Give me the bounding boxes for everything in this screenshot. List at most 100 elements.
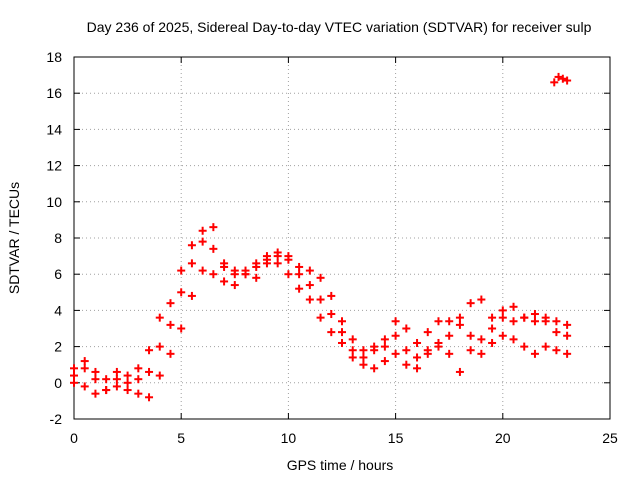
data-point <box>80 364 89 373</box>
y-tick-label: 14 <box>46 121 62 137</box>
data-point <box>112 382 121 391</box>
data-point <box>316 313 325 322</box>
data-point <box>402 324 411 333</box>
data-point <box>102 386 111 395</box>
data-point <box>380 342 389 351</box>
y-tick-labels: -2 0 2 4 6 8 10 12 14 16 18 <box>46 49 62 427</box>
data-point <box>327 291 336 300</box>
y-tick-label: 4 <box>54 302 62 318</box>
data-point <box>455 320 464 329</box>
data-point <box>70 364 78 373</box>
data-point <box>455 313 464 322</box>
data-point <box>509 302 518 311</box>
y-tick-label: 18 <box>46 49 62 65</box>
data-point <box>295 284 304 293</box>
data-point <box>112 375 121 384</box>
x-tick-label: 25 <box>602 430 618 446</box>
data-point <box>241 270 250 279</box>
data-point <box>466 346 475 355</box>
data-point <box>370 364 379 373</box>
data-point <box>530 310 539 319</box>
data-point <box>316 295 325 304</box>
y-tick-label: 10 <box>46 194 62 210</box>
data-points <box>70 72 572 402</box>
data-point <box>530 349 539 358</box>
data-point <box>563 331 572 340</box>
data-point <box>284 270 293 279</box>
data-point <box>498 331 507 340</box>
data-point <box>338 317 346 326</box>
data-point <box>305 281 314 290</box>
data-point <box>466 331 475 340</box>
data-point <box>305 266 314 275</box>
x-tick-label: 5 <box>177 430 185 446</box>
data-point <box>123 386 132 395</box>
data-point <box>112 367 121 376</box>
data-point <box>187 241 196 250</box>
series-late-outlier <box>550 72 572 87</box>
data-point <box>445 317 454 326</box>
data-point <box>198 237 207 246</box>
data-point <box>380 357 389 366</box>
data-point <box>230 266 239 275</box>
y-tick-label: 6 <box>54 266 62 282</box>
data-point <box>220 259 229 268</box>
y-tick-label: 16 <box>46 85 62 101</box>
data-point <box>134 364 143 373</box>
data-point <box>91 389 100 398</box>
chart-title: Day 236 of 2025, Sidereal Day-to-day VTE… <box>87 19 592 35</box>
data-point <box>91 375 100 384</box>
y-axis-label: SDTVAR / TECUs <box>6 182 22 294</box>
data-point <box>209 270 218 279</box>
data-point <box>80 357 89 366</box>
data-point <box>477 349 486 358</box>
data-point <box>338 338 346 347</box>
data-point <box>359 353 368 362</box>
data-point <box>359 346 368 355</box>
data-point <box>145 393 154 402</box>
y-tick-label: 12 <box>46 158 62 174</box>
x-tick-label: 10 <box>281 430 297 446</box>
data-point <box>177 266 186 275</box>
x-axis-label: GPS time / hours <box>287 457 394 473</box>
data-point <box>563 349 572 358</box>
data-point <box>123 378 132 387</box>
data-point <box>166 320 175 329</box>
data-point <box>541 317 550 326</box>
data-point <box>262 255 271 264</box>
data-point <box>220 277 229 286</box>
data-point <box>445 331 454 340</box>
data-point <box>273 259 282 268</box>
data-point <box>273 252 282 261</box>
data-point <box>252 259 261 268</box>
data-point <box>413 338 422 347</box>
data-point <box>563 76 572 85</box>
data-point <box>145 346 154 355</box>
data-point <box>209 244 218 253</box>
data-point <box>488 338 497 347</box>
data-point <box>391 349 400 358</box>
x-tick-label: 0 <box>70 430 78 446</box>
data-point <box>402 360 411 369</box>
data-point <box>155 313 164 322</box>
data-point <box>466 299 475 308</box>
data-point <box>530 317 539 326</box>
y-tick-label: -2 <box>50 411 63 427</box>
data-point <box>413 353 422 362</box>
y-tick-label: 8 <box>54 230 62 246</box>
data-point <box>209 223 218 232</box>
data-point <box>187 259 196 268</box>
data-point <box>166 299 175 308</box>
data-point <box>477 295 486 304</box>
data-point <box>552 328 561 337</box>
data-point <box>177 324 186 333</box>
data-point <box>477 335 486 344</box>
data-point <box>198 266 207 275</box>
data-point <box>327 310 336 319</box>
data-point <box>498 306 507 315</box>
data-point <box>558 74 567 83</box>
data-point <box>423 349 432 358</box>
data-point <box>520 313 529 322</box>
